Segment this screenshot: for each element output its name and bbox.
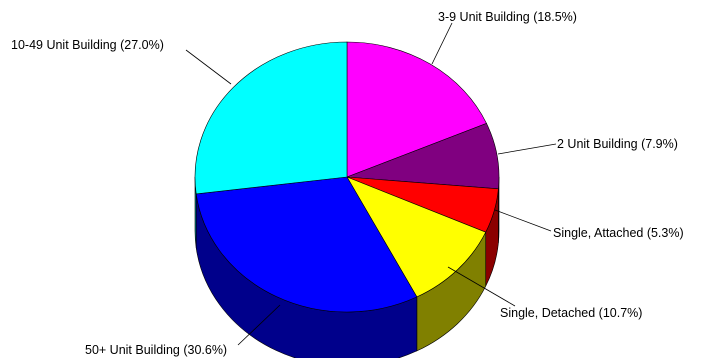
leader-line-single-detached: [447, 266, 516, 307]
slice-10-49-unit: [194, 41, 348, 195]
leader-line-3-9-unit: [431, 22, 453, 65]
slice-labels: 3-9 Unit Building (18.5%) 2 Unit Building…: [11, 10, 684, 357]
leader-line-10-49-unit: [185, 49, 232, 85]
pie-sides: [194, 176, 500, 358]
leader-line-50-plus-unit: [237, 304, 281, 346]
leader-line-2-unit: [497, 143, 557, 155]
slice-50-plus-unit: [195, 176, 418, 313]
slice-3-9-unit: [346, 41, 487, 178]
slice-label-2-unit: 2 Unit Building (7.9%): [557, 137, 678, 151]
slice-label-50-plus-unit: 50+ Unit Building (30.6%): [85, 343, 227, 357]
slice-label-3-9-unit: 3-9 Unit Building (18.5%): [438, 10, 577, 24]
slice-label-10-49-unit: 10-49 Unit Building (27.0%): [11, 38, 164, 52]
slice-label-single-detached: Single, Detached (10.7%): [500, 306, 642, 320]
leader-lines: [185, 22, 557, 346]
slice-label-single-attached: Single, Attached (5.3%): [553, 226, 684, 240]
slice-single-detached: [346, 176, 487, 298]
pie-slices: [194, 41, 500, 313]
leader-line-single-attached: [494, 209, 552, 232]
